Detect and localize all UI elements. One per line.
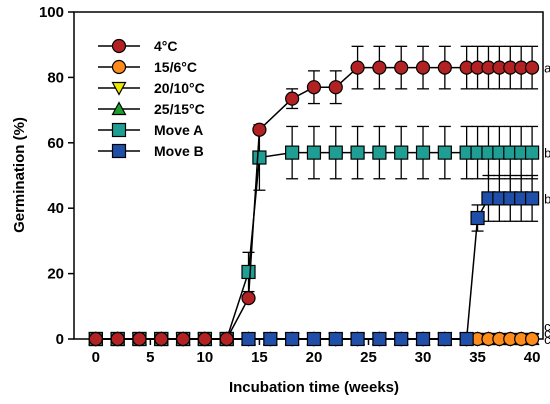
x-tick-label: 25 (360, 349, 377, 366)
data-point (394, 145, 409, 160)
data-point (285, 145, 300, 160)
data-point (394, 331, 409, 347)
legend-label: 20/10°C (154, 80, 205, 96)
x-tick-label: 20 (306, 349, 323, 366)
data-point (252, 122, 267, 137)
x-tick-label: 15 (251, 349, 268, 366)
legend-label: 15/6°C (154, 59, 197, 75)
x-tick-label: 10 (197, 349, 214, 366)
data-point (132, 331, 147, 347)
data-point (350, 60, 365, 75)
data-point (415, 145, 431, 160)
data-point (88, 331, 103, 347)
legend-label: 4°C (154, 38, 178, 54)
data-point (285, 91, 300, 106)
data-point (241, 264, 256, 280)
data-point (328, 331, 343, 347)
x-tick-label: 35 (469, 349, 486, 366)
data-point (263, 331, 278, 347)
data-point (415, 60, 431, 75)
legend-marker (111, 38, 127, 54)
data-point (110, 331, 125, 347)
x-tick-label: 30 (415, 349, 432, 366)
data-point (241, 331, 256, 347)
y-tick-label: 60 (47, 135, 64, 152)
legend-marker (111, 122, 127, 138)
data-point (524, 145, 540, 160)
data-point (437, 331, 452, 347)
data-point (306, 145, 322, 160)
series-5 (88, 174, 540, 347)
data-point (306, 80, 322, 95)
x-tick-label: 40 (524, 349, 541, 366)
data-point (372, 331, 387, 347)
data-point (241, 291, 256, 306)
data-point (350, 331, 365, 347)
plot-area: 0 20 40 60 80 100 0 5 10 15 20 25 30 35 40 a b b ccc 4°C 15/… (39, 4, 550, 366)
x-tick-label: 0 (92, 349, 100, 366)
legend-marker (111, 143, 127, 159)
significance-letter: c (544, 325, 550, 340)
data-point (524, 191, 540, 206)
y-tick-label: 40 (47, 200, 64, 217)
y-tick-label: 80 (47, 69, 64, 86)
data-point (219, 331, 234, 347)
significance-letter: b (544, 191, 550, 206)
data-point (306, 331, 322, 347)
y-axis-title: Germination (%) (11, 117, 28, 233)
data-point (524, 60, 540, 75)
series-line (95, 197, 533, 340)
data-point (328, 145, 343, 160)
legend-label: Move A (154, 122, 203, 138)
data-point (285, 331, 300, 347)
data-point (175, 331, 191, 347)
significance-letter: c (544, 332, 550, 347)
y-tick-label: 100 (39, 4, 64, 21)
data-point (372, 145, 387, 160)
data-point (372, 60, 387, 75)
data-point (350, 145, 365, 160)
legend-label: 25/15°C (154, 101, 205, 117)
data-point (524, 331, 540, 347)
data-point (437, 60, 452, 75)
significance-letter: b (544, 146, 550, 161)
x-axis-title: Incubation time (weeks) (229, 379, 399, 396)
data-point (154, 331, 169, 347)
legend: 4°C 15/6°C 20/10°C 25/15°C Move A Move B (98, 38, 205, 159)
series-0 (88, 45, 540, 347)
legend-label: Move B (154, 143, 204, 159)
plot-frame (73, 11, 544, 340)
data-point (470, 210, 485, 226)
data-point (252, 150, 267, 165)
legend-marker (111, 101, 127, 116)
series-line (95, 151, 533, 340)
data-point (197, 331, 212, 347)
data-point (415, 331, 431, 347)
data-point (459, 331, 474, 347)
x-tick-label: 5 (146, 349, 154, 366)
y-tick-label: 0 (56, 331, 64, 348)
data-point (394, 60, 409, 75)
significance-letter: c (544, 319, 550, 334)
data-point (328, 80, 343, 95)
y-tick-label: 20 (47, 266, 64, 283)
data-point (437, 145, 452, 160)
legend-marker (111, 59, 127, 75)
significance-letter: a (544, 61, 550, 76)
legend-marker (111, 81, 127, 96)
